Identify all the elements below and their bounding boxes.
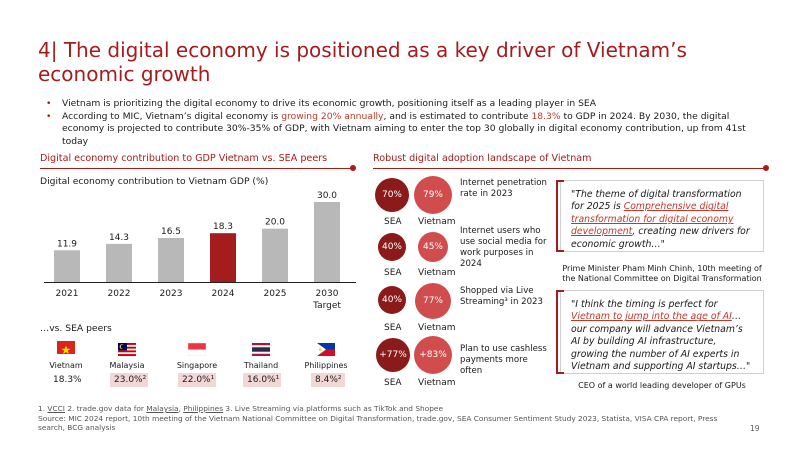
quote-text: "The theme of digital transformation for…	[571, 189, 742, 213]
chart-value-label: 20.0	[265, 218, 285, 228]
bullet-list: Vietnam is prioritizing the digital econ…	[42, 98, 762, 148]
footnote-text: 3. Live Streaming via platforms such as …	[223, 404, 444, 413]
left-section-divider	[40, 168, 352, 169]
chart-value-label: 16.5	[161, 227, 181, 237]
footnote-source: Source: MIC 2024 report, 10th meeting of…	[38, 413, 718, 433]
vietnam-flag-icon	[57, 341, 75, 354]
chart-category-label: 2023	[160, 289, 183, 299]
metric-sea-circle: 40%	[378, 233, 406, 261]
peer-value-malaysia: 23.0%²	[110, 373, 148, 387]
singapore-flag-icon	[187, 341, 207, 357]
chart-category-sublabel: Target	[312, 301, 341, 311]
bullet-item: Vietnam is prioritizing the digital econ…	[42, 98, 762, 111]
vietnam-label: Vietnam	[418, 378, 456, 388]
footnote-text: 1.	[38, 404, 46, 413]
quote-bracket-left	[556, 290, 564, 374]
chart-bar-2021	[54, 250, 80, 282]
chart-value-label: 18.3	[213, 222, 233, 232]
sea-label: SEA	[384, 378, 402, 388]
sea-label: SEA	[384, 268, 402, 278]
sea-label: SEA	[384, 217, 402, 227]
bullet-text: , and is estimated to contribute	[383, 110, 532, 122]
peer-country-vietnam: Vietnam	[49, 361, 83, 370]
bullet-text: According to MIC, Vietnam’s digital econ…	[62, 110, 282, 122]
chart-category-label: 2025	[264, 289, 287, 299]
divider-dot	[763, 165, 769, 171]
quote-card: "The theme of digital transformation for…	[556, 180, 764, 252]
peer-country-singapore: Singapore	[176, 361, 218, 370]
metric-description: Shopped via Live Streaming³ in 2023	[460, 286, 543, 307]
footnote-text: 2. trade.gov data for	[64, 404, 147, 413]
left-section-label: Digital economy contribution to GDP Viet…	[40, 153, 328, 164]
right-section-divider	[373, 168, 765, 169]
chart-bar-2025	[262, 228, 288, 282]
peers-title: …vs. SEA peers	[40, 323, 112, 334]
chart-bar-2023	[158, 238, 184, 282]
bullet-text: to GDP in 2024. By 2030, the digital eco…	[62, 110, 746, 147]
peer-country-malaysia: Malaysia	[109, 361, 145, 370]
peer-value-vietnam: 18.3%	[53, 375, 82, 385]
chart-category-label: 2024	[212, 289, 235, 299]
metric-description: Internet users who use social media for …	[460, 226, 547, 269]
bullet-item: According to MIC, Vietnam’s digital econ…	[42, 111, 762, 149]
chart-value-label: 30.0	[317, 191, 337, 201]
metric-sea-circle: 40%	[378, 286, 406, 314]
footnote: 1. VCCI 2. trade.gov data for Malaysia, …	[38, 404, 738, 433]
footnote-link-vcci[interactable]: VCCI	[47, 404, 65, 413]
vietnam-label: Vietnam	[418, 268, 456, 278]
chart-category-label: 2021	[56, 289, 79, 299]
page-title-text: The digital economy is positioned as a k…	[38, 38, 687, 86]
quote-attribution: CEO of a world leading developer of GPUs	[578, 381, 746, 390]
quote-highlight: Vietnam to jump into the age of AI	[571, 311, 732, 323]
quote-text: … our company will advance Vietnam’s AI …	[571, 311, 751, 373]
vietnam-label: Vietnam	[418, 217, 456, 227]
quote-text: , creating new drivers for economic grow…	[571, 226, 750, 250]
vietnam-label: Vietnam	[418, 323, 456, 333]
metric-vietnam-circle: 45%	[418, 232, 448, 262]
footnote-notes: 1. VCCI 2. trade.gov data for Malaysia, …	[38, 404, 738, 414]
peer-value-philippines: 8.4%²	[311, 373, 345, 387]
metric-description: Internet penetration rate in 2023	[460, 178, 547, 199]
metric-vietnam-circle: +83%	[414, 336, 452, 374]
chart-bar-2024	[210, 233, 236, 282]
peer-value-thailand: 16.0%¹	[243, 373, 281, 387]
quote-attribution: Prime Minister Pham Minh Chinh, 10th mee…	[562, 264, 762, 283]
page-title: 4| The digital economy is positioned as …	[38, 38, 768, 86]
quote-text: "I think the timing is perfect for	[571, 299, 718, 310]
sea-label: SEA	[384, 323, 402, 333]
section-number: 4|	[38, 38, 58, 62]
philippines-flag-icon	[317, 341, 335, 356]
peer-country-philippines: Philippines	[304, 361, 348, 370]
thailand-flag-icon	[252, 341, 270, 356]
quote-bracket-left	[556, 180, 564, 252]
metric-sea-circle: +77%	[376, 338, 410, 372]
chart-value-label: 14.3	[109, 233, 129, 243]
malaysia-flag-icon	[118, 341, 136, 356]
quote-highlight: Comprehensive digital transformation for…	[571, 201, 734, 238]
metric-vietnam-circle: 77%	[415, 283, 451, 319]
chart-bar-2030	[314, 202, 340, 282]
chart-bar-2022	[106, 243, 132, 282]
footnote-link-malaysia[interactable]: Malaysia	[146, 404, 179, 413]
chart-subtitle: Digital economy contribution to Vietnam …	[40, 176, 269, 187]
right-section-label: Robust digital adoption landscape of Vie…	[373, 153, 592, 164]
page-number: 19	[750, 424, 760, 433]
metric-description: Plan to use cashless payments more often	[460, 344, 547, 376]
peer-country-thailand: Thailand	[243, 361, 279, 370]
highlight-growth: growing 20% annually	[281, 110, 384, 122]
chart-category-label: 2030	[316, 289, 339, 299]
chart-value-label: 11.9	[57, 239, 77, 249]
footnote-link-philippines[interactable]: Philippines	[183, 404, 224, 413]
peer-value-singapore: 22.0%¹	[178, 373, 216, 387]
footnote-text: ,	[178, 404, 184, 413]
gdp-bar-chart: 11.9 2021 14.3 2022 16.5 2023 18.3 2024 20.0 2025…	[44, 191, 356, 311]
metric-sea-circle: 70%	[375, 178, 409, 212]
quote-card: "I think the timing is perfect for Vietn…	[556, 290, 764, 374]
metric-vietnam-circle: 79%	[414, 176, 452, 214]
chart-category-label: 2022	[108, 289, 131, 299]
bullet-text: Vietnam is prioritizing the digital econ…	[62, 98, 596, 109]
divider-dot	[350, 165, 356, 171]
highlight-gdp-share: 18.3%	[531, 110, 561, 122]
